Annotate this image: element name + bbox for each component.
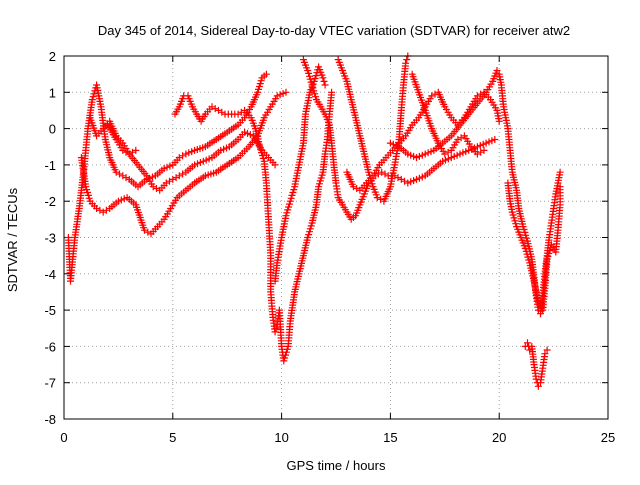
data-point xyxy=(321,81,329,89)
plot-frame xyxy=(63,55,609,420)
data-point xyxy=(556,183,564,191)
data-point xyxy=(403,56,411,64)
data-point xyxy=(444,148,452,156)
y-tick-label: -2 xyxy=(44,194,56,209)
data-point xyxy=(234,110,242,118)
y-tick-label: -5 xyxy=(44,303,56,318)
x-tick-labels: 0 5 10 15 20 25 xyxy=(60,430,615,445)
x-tick-label: 5 xyxy=(169,430,176,445)
x-tick-label: 25 xyxy=(601,430,615,445)
data-point xyxy=(132,146,140,154)
data-point xyxy=(271,161,279,169)
data-point xyxy=(524,339,531,347)
data-point xyxy=(480,146,488,154)
data-points xyxy=(64,52,564,390)
data-point xyxy=(166,177,173,185)
y-axis-label: SDTVAR / TECUs xyxy=(5,187,20,292)
y-tick-label: 2 xyxy=(49,49,56,64)
data-point xyxy=(102,206,110,214)
data-point xyxy=(319,74,327,82)
data-point xyxy=(122,174,130,182)
y-tick-label: 1 xyxy=(49,85,56,100)
data-point xyxy=(96,206,104,214)
data-point xyxy=(493,67,501,74)
y-tick-label: -7 xyxy=(44,376,56,391)
y-tick-label: -3 xyxy=(44,231,56,246)
data-point xyxy=(457,134,465,142)
data-point xyxy=(495,117,503,125)
data-point xyxy=(543,346,551,354)
data-point xyxy=(282,88,290,96)
x-tick-label: 10 xyxy=(274,430,288,445)
data-point xyxy=(401,177,408,185)
data-point xyxy=(104,121,111,129)
data-point xyxy=(276,91,284,99)
data-point xyxy=(556,168,564,176)
data-point xyxy=(172,174,180,182)
data-point xyxy=(179,152,187,160)
x-tick-label: 15 xyxy=(383,430,397,445)
data-point xyxy=(116,170,123,178)
data-point xyxy=(477,148,485,156)
data-point xyxy=(320,77,328,85)
data-point xyxy=(402,59,410,67)
y-tick-label: -4 xyxy=(44,267,56,282)
data-point xyxy=(534,382,542,390)
data-point xyxy=(272,324,280,332)
data-point xyxy=(122,148,130,156)
y-tick-label: -1 xyxy=(44,158,56,173)
data-point xyxy=(179,170,187,178)
data-point xyxy=(90,90,98,98)
data-point xyxy=(169,175,177,183)
data-point xyxy=(262,70,270,78)
data-point xyxy=(532,375,540,383)
data-point xyxy=(119,172,127,180)
y-tick-labels: -8 -7 -6 -5 -4 -3 -2 -1 0 1 2 xyxy=(44,49,56,427)
data-point xyxy=(394,174,402,182)
chart-title: Day 345 of 2014, Sidereal Day-to-day VTE… xyxy=(98,23,570,38)
data-point xyxy=(491,136,499,143)
data-point xyxy=(381,170,389,178)
y-tick-label: 0 xyxy=(49,122,56,137)
data-point xyxy=(129,148,136,156)
data-point xyxy=(397,175,405,183)
data-point xyxy=(211,105,219,113)
y-tick-label: -6 xyxy=(44,339,56,354)
data-point xyxy=(541,350,549,358)
x-tick-label: 0 xyxy=(60,430,67,445)
data-point xyxy=(310,87,318,95)
data-point xyxy=(175,172,183,180)
data-point xyxy=(328,88,336,96)
y-tick-label: -8 xyxy=(44,412,56,427)
x-axis-label: GPS time / hours xyxy=(287,458,386,473)
x-tick-label: 20 xyxy=(492,430,506,445)
data-point xyxy=(99,208,107,216)
